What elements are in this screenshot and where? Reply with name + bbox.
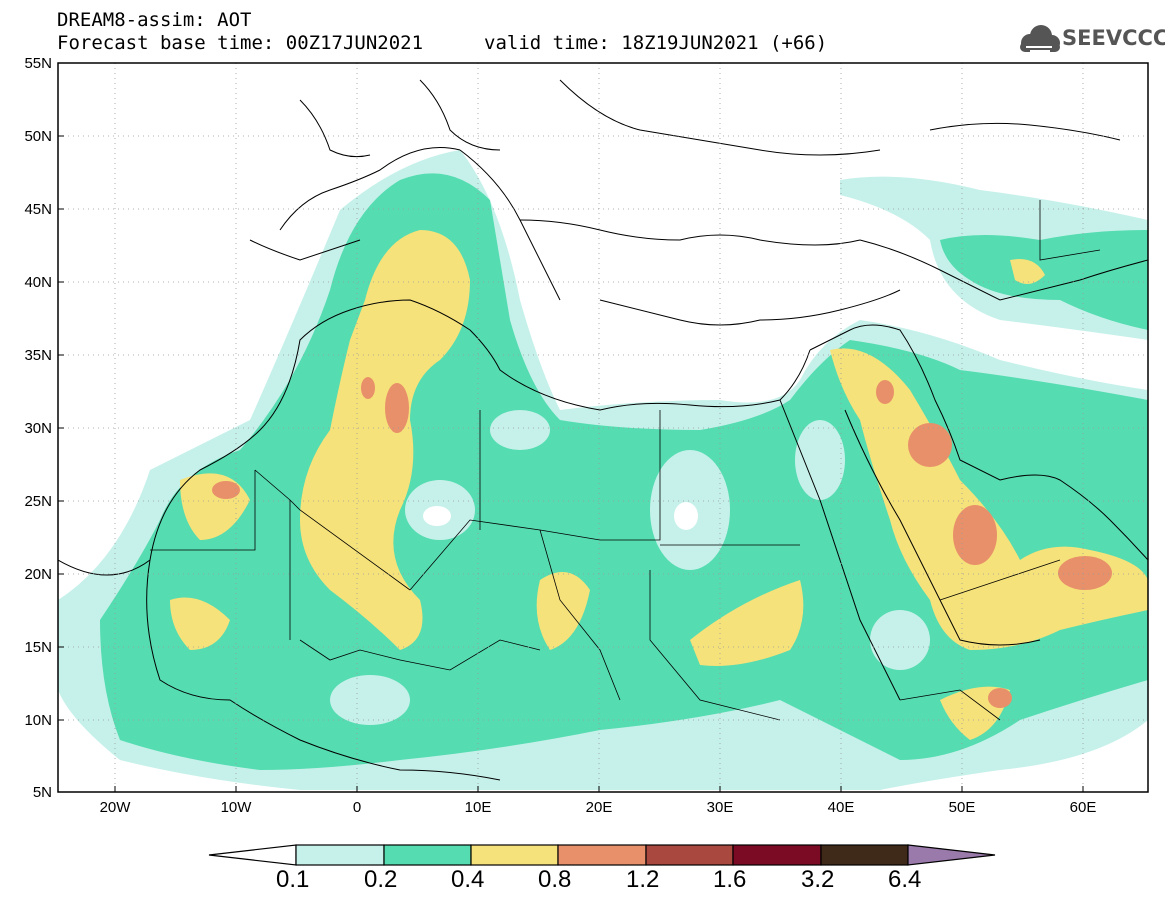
lon-label: 30E bbox=[707, 799, 734, 816]
colorbar-label: 0.4 bbox=[451, 866, 485, 893]
title-valid-time: valid time: 18Z19JUN2021 (+66) bbox=[484, 32, 828, 54]
lat-label: 55N bbox=[24, 55, 52, 72]
colorbar-label: 0.8 bbox=[538, 866, 572, 893]
colorbar bbox=[208, 844, 996, 866]
aot-band-0.8 bbox=[212, 377, 1112, 708]
lat-label: 30N bbox=[24, 420, 52, 437]
colorbar-label: 1.6 bbox=[713, 866, 747, 893]
lat-label: 40N bbox=[24, 274, 52, 291]
colorbar-swatch bbox=[470, 844, 559, 866]
colorbar-label: 3.2 bbox=[801, 866, 835, 893]
colorbar-swatch bbox=[557, 844, 647, 866]
lon-label: 60E bbox=[1070, 799, 1097, 816]
lon-label: 20E bbox=[586, 799, 613, 816]
lat-label: 15N bbox=[24, 639, 52, 656]
lon-label: 0 bbox=[353, 799, 361, 816]
colorbar-label: 6.4 bbox=[888, 866, 922, 893]
borders bbox=[150, 200, 1101, 721]
colorbar-swatch bbox=[645, 844, 734, 866]
lat-label: 50N bbox=[24, 128, 52, 145]
coastlines bbox=[58, 79, 1148, 781]
colorbar-label: 1.2 bbox=[626, 866, 660, 893]
lat-label: 35N bbox=[24, 347, 52, 364]
colorbar-swatch bbox=[295, 844, 385, 866]
lon-label: 40E bbox=[828, 799, 855, 816]
colorbar-swatch bbox=[383, 844, 472, 866]
colorbar-low-arrow bbox=[208, 844, 297, 866]
colorbar-swatch bbox=[820, 844, 909, 866]
lon-label: 20W bbox=[100, 799, 132, 816]
title-model: DREAM8-assim: AOT bbox=[57, 9, 252, 31]
lat-label: 25N bbox=[24, 493, 52, 510]
lon-label: 10E bbox=[465, 799, 492, 816]
cloud-logo-icon bbox=[1020, 25, 1060, 52]
colorbar-high-arrow bbox=[907, 844, 996, 866]
lat-label: 10N bbox=[24, 712, 52, 729]
graticule bbox=[58, 63, 1148, 792]
logo-text: SEEVCCC bbox=[1062, 26, 1165, 50]
lat-label: 5N bbox=[33, 784, 52, 801]
colorbar-label: 0.1 bbox=[276, 866, 310, 893]
lat-label: 45N bbox=[24, 201, 52, 218]
lon-label: 10W bbox=[221, 799, 253, 816]
lon-label: 50E bbox=[949, 799, 976, 816]
lat-label: 20N bbox=[24, 566, 52, 583]
colorbar-swatch bbox=[732, 844, 822, 866]
title-base-time: Forecast base time: 00Z17JUN2021 bbox=[57, 32, 424, 54]
colorbar-label: 0.2 bbox=[364, 866, 398, 893]
